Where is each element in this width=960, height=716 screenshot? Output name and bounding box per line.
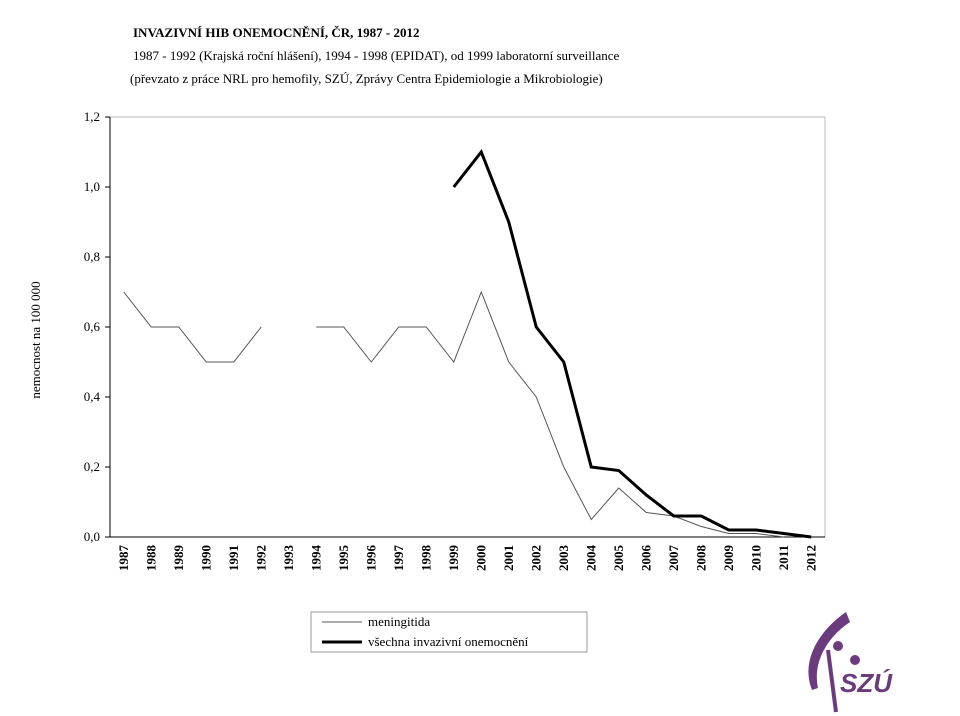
x-tick-label: 1993	[281, 545, 296, 572]
logo-shape	[850, 655, 860, 665]
x-tick-label: 2006	[638, 545, 653, 572]
x-tick-label: 1989	[171, 545, 186, 572]
chart-title: INVAZIVNÍ HIB ONEMOCNĚNÍ, ČR, 1987 - 201…	[133, 25, 420, 40]
x-tick-label: 2011	[776, 545, 791, 570]
x-tick-label: 2002	[528, 545, 543, 571]
x-tick-label: 1994	[308, 545, 323, 572]
x-tick-label: 1991	[226, 545, 241, 571]
logo-shape	[826, 649, 838, 713]
x-tick-label: 2005	[611, 545, 626, 572]
series-line	[452, 149, 812, 539]
y-axis-label: nemocnost na 100 000	[28, 281, 43, 398]
logo-shape	[808, 612, 850, 690]
legend-label: všechna invazivní onemocnění	[368, 634, 529, 649]
x-tick-label: 1987	[116, 545, 131, 572]
y-tick-label: 0,8	[84, 249, 100, 264]
y-tick-label: 1,0	[84, 179, 100, 194]
legend	[310, 611, 588, 653]
x-tick-label: 1992	[253, 545, 268, 571]
x-tick-label: 2000	[473, 545, 488, 571]
x-tick-label: 1996	[363, 545, 378, 572]
y-tick-label: 0,0	[84, 529, 100, 544]
x-tick-label: 1988	[143, 545, 158, 572]
chart-subtitle: (převzato z práce NRL pro hemofily, SZÚ,…	[130, 71, 603, 86]
x-tick-label: 2010	[748, 545, 763, 571]
x-tick-label: 2004	[583, 545, 598, 572]
x-tick-label: 1997	[391, 545, 406, 572]
x-tick-label: 1998	[418, 545, 433, 572]
logo-text: SZÚ	[840, 668, 893, 698]
series-line	[123, 290, 784, 538]
x-tick-label: 2001	[501, 545, 516, 571]
x-tick-label: 2008	[693, 545, 708, 572]
x-tick-label: 2003	[556, 545, 571, 572]
x-tick-label: 2012	[803, 545, 818, 571]
x-tick-label: 1999	[446, 545, 461, 572]
y-tick-label: 0,6	[84, 319, 101, 334]
x-tick-label: 2007	[666, 545, 681, 572]
y-tick-label: 1,2	[84, 109, 100, 124]
chart-subtitle: 1987 - 1992 (Krajská roční hlášení), 199…	[133, 48, 620, 63]
x-tick-label: 2009	[721, 545, 736, 572]
y-tick-label: 0,2	[84, 459, 100, 474]
logo: SZÚ	[808, 612, 893, 713]
logo-shape	[833, 641, 843, 651]
x-tick-label: 1995	[336, 545, 351, 572]
legend-label: meningitida	[368, 614, 430, 629]
y-tick-label: 0,4	[84, 389, 101, 404]
x-tick-label: 1990	[198, 545, 213, 571]
